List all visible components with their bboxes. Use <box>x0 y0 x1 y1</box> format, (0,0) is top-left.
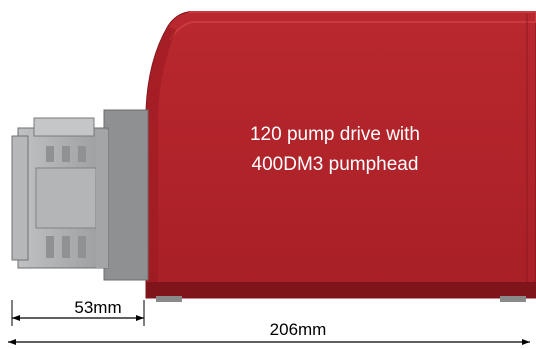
device-label-line2: 400DM3 pumphead <box>252 154 419 175</box>
pumphead-depth-dimension: 53mm <box>11 298 145 326</box>
total-depth-dimension: 206mm <box>8 320 530 345</box>
pump-drive-body <box>145 11 536 302</box>
dimension-label-206mm: 206mm <box>270 320 327 339</box>
drive-foot-right <box>500 296 526 302</box>
drive-foot-left <box>156 296 182 302</box>
device-label-line1: 120 pump drive with <box>250 124 420 145</box>
dimension-label-53mm: 53mm <box>74 298 121 317</box>
pumphead <box>11 109 149 281</box>
